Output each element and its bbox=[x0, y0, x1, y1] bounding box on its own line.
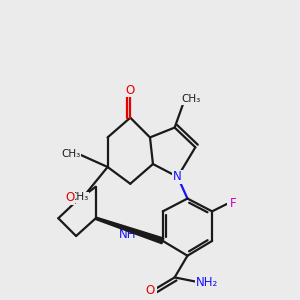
Bar bbox=[121, 230, 134, 239]
Bar bbox=[172, 172, 183, 182]
Text: CH₃: CH₃ bbox=[61, 149, 80, 159]
Text: N: N bbox=[173, 170, 182, 183]
Text: CH₃: CH₃ bbox=[69, 192, 88, 202]
Text: NH: NH bbox=[119, 228, 136, 242]
Text: O: O bbox=[146, 284, 155, 297]
Text: CH₃: CH₃ bbox=[182, 94, 201, 104]
Bar bbox=[125, 85, 136, 95]
Bar bbox=[185, 94, 196, 105]
Bar bbox=[65, 193, 76, 204]
Polygon shape bbox=[95, 217, 164, 244]
Text: O: O bbox=[126, 84, 135, 97]
Text: F: F bbox=[230, 197, 236, 211]
Bar bbox=[227, 199, 238, 209]
Bar bbox=[66, 149, 77, 160]
Bar bbox=[74, 191, 85, 202]
Text: NH₂: NH₂ bbox=[196, 276, 218, 289]
Bar bbox=[200, 277, 211, 288]
Bar bbox=[146, 285, 157, 296]
Text: O: O bbox=[65, 191, 74, 204]
